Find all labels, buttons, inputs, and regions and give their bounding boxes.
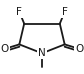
Text: O: O: [1, 44, 9, 54]
Text: N: N: [38, 48, 46, 58]
Text: O: O: [75, 44, 83, 54]
Text: F: F: [62, 7, 68, 17]
Text: F: F: [16, 7, 22, 17]
